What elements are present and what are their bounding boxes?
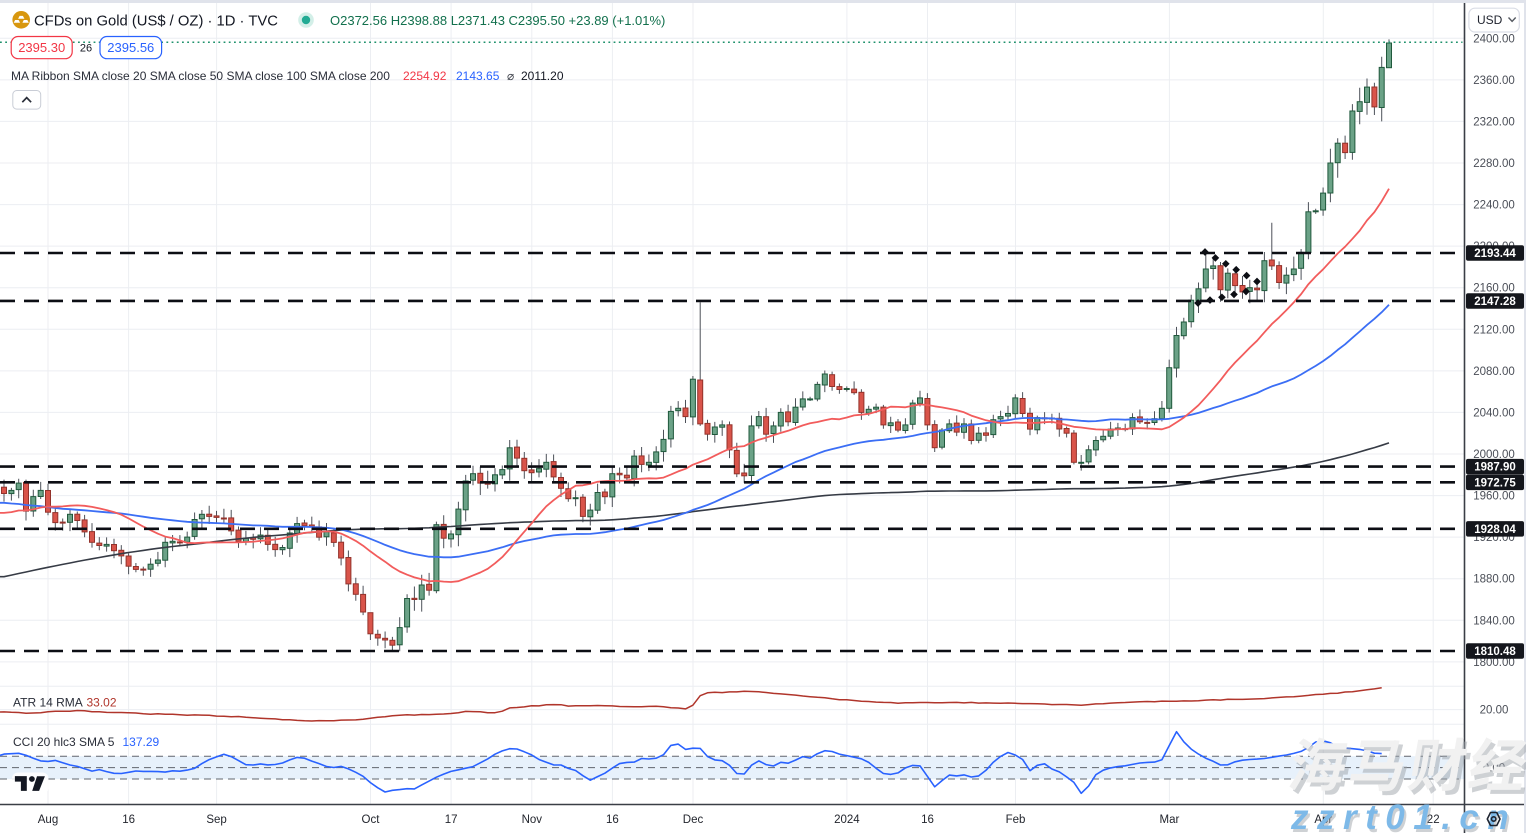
svg-text:1960.00: 1960.00 xyxy=(1473,491,1515,503)
svg-text:Nov: Nov xyxy=(522,814,543,826)
svg-text:MA Ribbon SMA close 20 SMA clo: MA Ribbon SMA close 20 SMA close 50 SMA … xyxy=(11,69,390,83)
svg-text:2040.00: 2040.00 xyxy=(1473,407,1515,419)
svg-text:CCI 20 hlc3 SMA 5: CCI 20 hlc3 SMA 5 xyxy=(13,735,115,749)
svg-text:2395.56: 2395.56 xyxy=(107,40,154,55)
svg-text:2143.65: 2143.65 xyxy=(456,69,500,83)
svg-text:2160.00: 2160.00 xyxy=(1473,283,1515,295)
svg-text:1972.75: 1972.75 xyxy=(1474,477,1516,489)
svg-text:33.02: 33.02 xyxy=(87,696,117,710)
svg-text:2080.00: 2080.00 xyxy=(1473,366,1515,378)
svg-text:16: 16 xyxy=(122,814,135,826)
svg-text:22: 22 xyxy=(1427,814,1440,826)
svg-text:O2372.56 H2398.88 L2371.43 C23: O2372.56 H2398.88 L2371.43 C2395.50 +23.… xyxy=(330,13,665,28)
svg-text:2120.00: 2120.00 xyxy=(1473,324,1515,336)
svg-text:2254.92: 2254.92 xyxy=(403,69,447,83)
svg-text:17: 17 xyxy=(445,814,458,826)
svg-text:2395.30: 2395.30 xyxy=(18,40,65,55)
svg-text:Apr: Apr xyxy=(1314,814,1332,826)
svg-text:1928.04: 1928.04 xyxy=(1474,524,1516,536)
svg-text:16: 16 xyxy=(606,814,619,826)
svg-text:Dec: Dec xyxy=(683,814,704,826)
svg-text:2240.00: 2240.00 xyxy=(1473,200,1515,212)
svg-text:137.29: 137.29 xyxy=(123,735,160,749)
svg-text:2000.00: 2000.00 xyxy=(1473,449,1515,461)
svg-text:Oct: Oct xyxy=(362,814,381,826)
svg-text:CFDs on Gold (US$ / OZ) · 1D ·: CFDs on Gold (US$ / OZ) · 1D · TVC xyxy=(34,14,278,30)
svg-text:Sep: Sep xyxy=(206,814,226,826)
svg-text:1800.00: 1800.00 xyxy=(1473,657,1515,669)
svg-text:26: 26 xyxy=(80,43,92,55)
svg-text:1987.90: 1987.90 xyxy=(1474,462,1516,474)
svg-text:1810.48: 1810.48 xyxy=(1474,646,1516,658)
svg-text:Aug: Aug xyxy=(38,814,58,826)
svg-text:2147.28: 2147.28 xyxy=(1474,296,1516,308)
svg-text:2400.00: 2400.00 xyxy=(1473,33,1515,45)
svg-text:20.00: 20.00 xyxy=(1480,705,1509,717)
svg-text:zzrt01.cn: zzrt01.cn xyxy=(1290,798,1517,833)
svg-text:⌀: ⌀ xyxy=(507,69,514,83)
svg-text:zzrt01.cn: zzrt01.cn xyxy=(1292,801,1519,833)
svg-text:Mar: Mar xyxy=(1159,814,1179,826)
svg-text:16: 16 xyxy=(921,814,934,826)
svg-text:2024: 2024 xyxy=(834,814,860,826)
svg-text:ATR 14 RMA: ATR 14 RMA xyxy=(13,696,83,710)
svg-text:Feb: Feb xyxy=(1006,814,1026,826)
svg-text:2193.44: 2193.44 xyxy=(1474,248,1516,260)
svg-text:USD: USD xyxy=(1477,13,1503,27)
svg-text:2360.00: 2360.00 xyxy=(1473,75,1515,87)
svg-text:2320.00: 2320.00 xyxy=(1473,116,1515,128)
svg-text:2011.20: 2011.20 xyxy=(521,69,564,83)
svg-text:2280.00: 2280.00 xyxy=(1473,158,1515,170)
svg-text:1840.00: 1840.00 xyxy=(1473,615,1515,627)
svg-text:1880.00: 1880.00 xyxy=(1473,574,1515,586)
